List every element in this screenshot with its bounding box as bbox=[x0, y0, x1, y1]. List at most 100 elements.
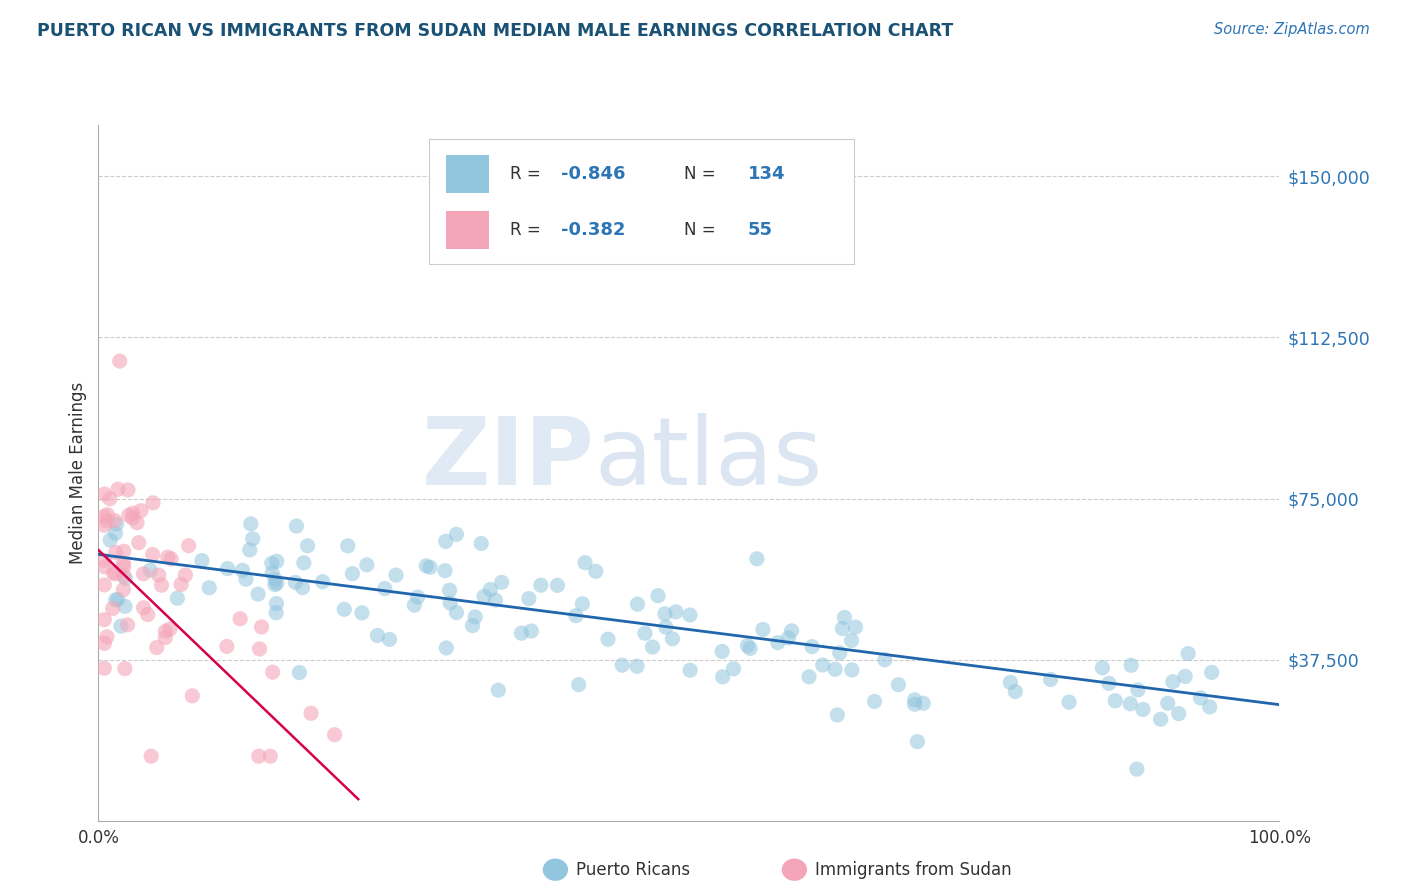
Point bbox=[114, 662, 136, 676]
Point bbox=[285, 519, 308, 533]
Point bbox=[844, 620, 866, 634]
Point bbox=[1126, 682, 1149, 697]
Point bbox=[1039, 673, 1062, 687]
Point bbox=[297, 539, 319, 553]
Point bbox=[1119, 697, 1142, 711]
Point bbox=[155, 631, 177, 645]
Point bbox=[863, 694, 886, 708]
Point bbox=[93, 578, 115, 592]
Point bbox=[1157, 696, 1180, 710]
Point bbox=[93, 560, 115, 574]
Point bbox=[574, 556, 596, 570]
Point bbox=[1000, 675, 1022, 690]
Point bbox=[737, 639, 759, 653]
Point bbox=[112, 556, 135, 570]
Point bbox=[93, 518, 115, 533]
Point bbox=[828, 646, 851, 660]
Point bbox=[104, 526, 127, 541]
Point bbox=[404, 598, 426, 612]
Point bbox=[626, 659, 648, 673]
Point bbox=[336, 539, 359, 553]
Point bbox=[250, 620, 273, 634]
Point bbox=[780, 624, 803, 638]
Point bbox=[1104, 694, 1126, 708]
Point bbox=[291, 581, 314, 595]
Point bbox=[262, 665, 284, 680]
Point bbox=[93, 509, 115, 524]
Point bbox=[129, 504, 152, 518]
Point bbox=[198, 581, 221, 595]
Point bbox=[112, 568, 135, 582]
Point bbox=[479, 582, 502, 597]
Point bbox=[114, 571, 136, 585]
Point bbox=[231, 563, 253, 577]
Point bbox=[333, 602, 356, 616]
Point bbox=[148, 568, 170, 582]
Point bbox=[568, 678, 591, 692]
Point bbox=[260, 556, 283, 570]
Point bbox=[311, 574, 333, 589]
Point bbox=[565, 608, 588, 623]
Point bbox=[350, 606, 373, 620]
Point bbox=[98, 491, 121, 506]
Point bbox=[723, 662, 745, 676]
Point bbox=[229, 612, 252, 626]
Point bbox=[905, 734, 928, 748]
Point bbox=[110, 619, 132, 633]
Point bbox=[292, 556, 315, 570]
Point bbox=[166, 591, 188, 606]
Point bbox=[112, 559, 135, 574]
Point bbox=[801, 640, 824, 654]
Point bbox=[1189, 690, 1212, 705]
Point bbox=[103, 566, 125, 580]
Text: ZIP: ZIP bbox=[422, 413, 595, 505]
Point bbox=[827, 708, 849, 723]
Point bbox=[104, 593, 127, 607]
Point bbox=[378, 632, 401, 647]
Point bbox=[626, 597, 648, 611]
Point bbox=[125, 516, 148, 530]
Point bbox=[797, 670, 820, 684]
Point bbox=[778, 631, 800, 645]
Text: Puerto Ricans: Puerto Ricans bbox=[576, 861, 690, 879]
Point bbox=[145, 640, 167, 655]
Point bbox=[104, 514, 127, 528]
Point bbox=[93, 553, 115, 567]
Point bbox=[1057, 695, 1080, 709]
Point bbox=[517, 591, 540, 606]
Point bbox=[1004, 684, 1026, 698]
Point bbox=[834, 610, 856, 624]
Point bbox=[155, 624, 177, 639]
Point bbox=[596, 632, 619, 647]
Point bbox=[156, 550, 179, 565]
Point bbox=[446, 527, 468, 541]
Point bbox=[654, 607, 676, 621]
Point bbox=[262, 566, 284, 580]
Point bbox=[546, 578, 568, 592]
Point bbox=[288, 665, 311, 680]
Point bbox=[665, 605, 688, 619]
Point bbox=[634, 626, 657, 640]
Point bbox=[385, 568, 408, 582]
Point bbox=[107, 482, 129, 496]
Point bbox=[486, 683, 509, 698]
Point bbox=[641, 640, 664, 654]
Point bbox=[239, 516, 262, 531]
Point bbox=[446, 606, 468, 620]
Point bbox=[1091, 661, 1114, 675]
Point bbox=[141, 749, 163, 764]
Point bbox=[1132, 702, 1154, 716]
Point bbox=[284, 575, 307, 590]
Point bbox=[1098, 676, 1121, 690]
Point bbox=[264, 572, 287, 586]
Point bbox=[1201, 665, 1223, 680]
Point bbox=[139, 563, 162, 577]
Text: atlas: atlas bbox=[595, 413, 823, 505]
Point bbox=[117, 618, 139, 632]
Point bbox=[472, 590, 495, 604]
Point bbox=[419, 560, 441, 574]
Point bbox=[160, 552, 183, 566]
Point bbox=[752, 623, 775, 637]
Point bbox=[824, 662, 846, 676]
Point bbox=[142, 496, 165, 510]
